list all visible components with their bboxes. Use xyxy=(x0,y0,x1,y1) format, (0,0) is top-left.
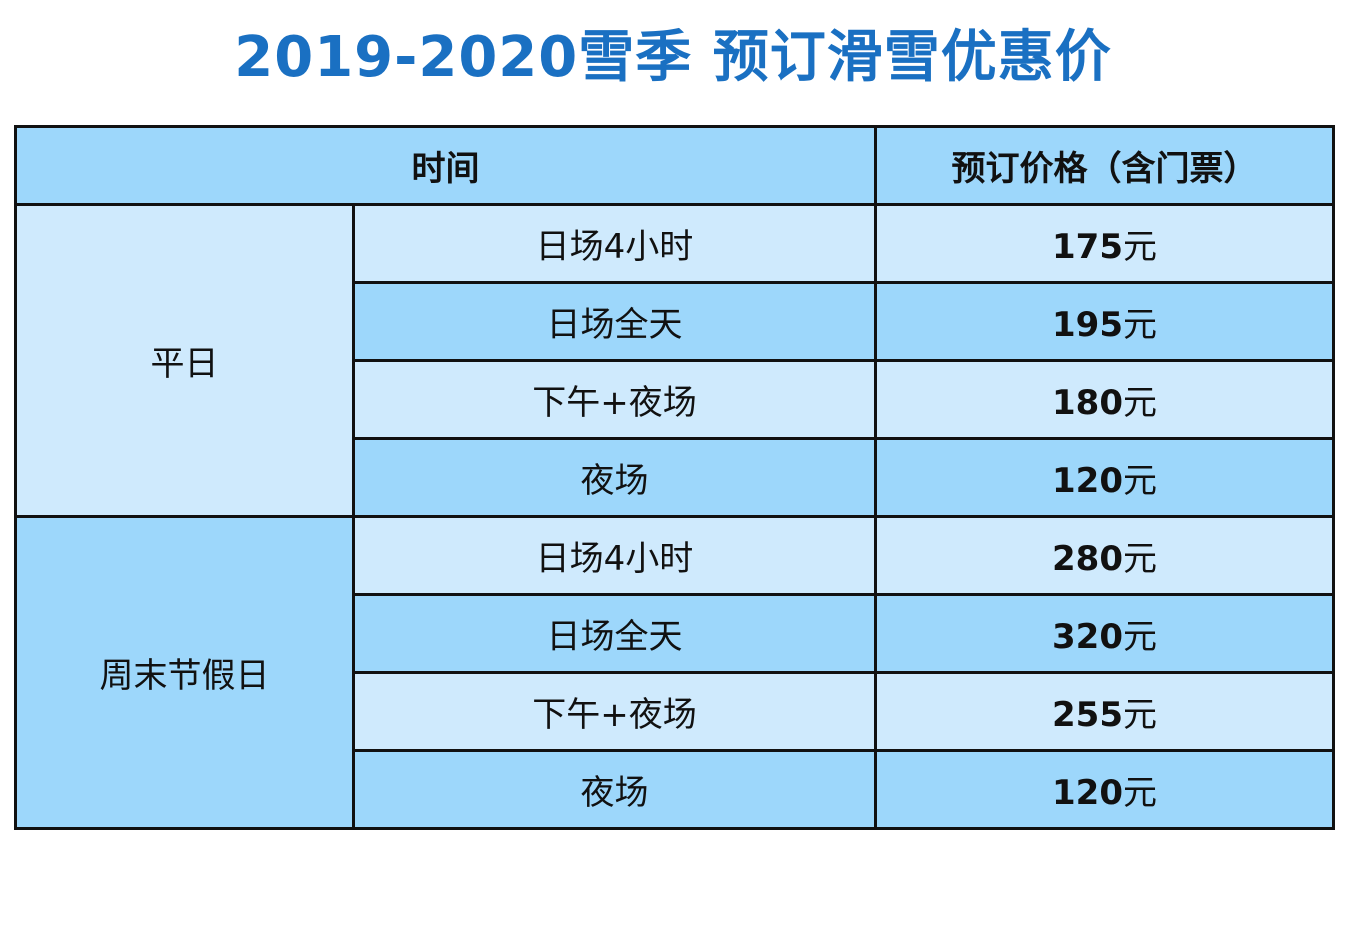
price-amount: 180 xyxy=(1052,383,1123,423)
price-amount: 320 xyxy=(1052,617,1123,657)
page-title: 2019-2020雪季 预订滑雪优惠价 xyxy=(234,25,1112,90)
price-cell: 280元 xyxy=(874,515,1335,596)
price-amount: 120 xyxy=(1052,461,1123,501)
price-cell: 175元 xyxy=(874,203,1335,284)
price-amount: 280 xyxy=(1052,539,1123,579)
price-cell: 120元 xyxy=(874,437,1335,518)
price-cell: 180元 xyxy=(874,359,1335,440)
session-cell: 日场4小时 xyxy=(352,515,877,596)
price-table: 时间 预订价格（含门票） 平日 日场4小时 175元 日场全天 195元 下午+夜场 180… xyxy=(14,125,1335,830)
price-unit: 元 xyxy=(1122,539,1157,579)
price-unit: 元 xyxy=(1122,305,1157,345)
header-cell: 预订价格（含门票） xyxy=(874,125,1335,206)
price-unit: 元 xyxy=(1122,695,1157,735)
group-cell: 平日 xyxy=(14,203,355,518)
session-cell: 夜场 xyxy=(352,437,877,518)
price-unit: 元 xyxy=(1122,227,1157,267)
price-unit: 元 xyxy=(1122,461,1157,501)
table-row: 夜场 120元 xyxy=(16,749,1335,830)
price-unit: 元 xyxy=(1122,773,1157,813)
price-cell: 320元 xyxy=(874,593,1335,674)
table-row: 夜场 120元 xyxy=(16,437,1335,518)
session-cell: 下午+夜场 xyxy=(352,671,877,752)
price-amount: 120 xyxy=(1052,773,1123,813)
session-cell: 日场4小时 xyxy=(352,203,877,284)
table-body: 平日 日场4小时 175元 日场全天 195元 下午+夜场 180元 夜场 120元 周末节假日日… xyxy=(14,203,1335,830)
table-row: 平日 日场4小时 175元 xyxy=(14,203,1335,518)
price-amount: 175 xyxy=(1052,227,1123,267)
price-unit: 元 xyxy=(1122,383,1157,423)
session-cell: 夜场 xyxy=(352,749,877,830)
header-row: 时间 预订价格（含门票） xyxy=(14,125,1335,206)
session-cell: 下午+夜场 xyxy=(352,359,877,440)
table-row: 下午+夜场 255元 xyxy=(16,671,1335,752)
table-row: 下午+夜场 180元 xyxy=(16,359,1335,440)
price-cell: 255元 xyxy=(874,671,1335,752)
price-amount: 255 xyxy=(1052,695,1123,735)
group-cell: 周末节假日 xyxy=(14,515,355,830)
table-row: 周末节假日 日场4小时 280元 xyxy=(14,515,1335,830)
price-amount: 195 xyxy=(1052,305,1123,345)
session-cell: 日场全天 xyxy=(352,593,877,674)
table-row: 日场全天 195元 xyxy=(16,281,1335,362)
price-cell: 120元 xyxy=(874,749,1335,830)
table-row: 日场全天 320元 xyxy=(16,593,1335,674)
price-cell: 195元 xyxy=(874,281,1335,362)
session-cell: 日场全天 xyxy=(352,281,877,362)
header-cell: 时间 xyxy=(14,125,877,206)
price-unit: 元 xyxy=(1122,617,1157,657)
